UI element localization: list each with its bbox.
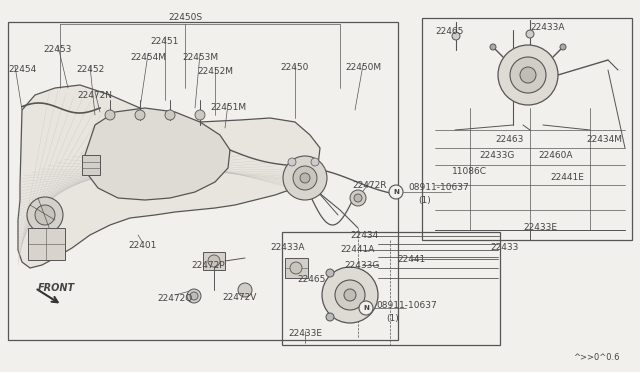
Text: 22453M: 22453M (182, 54, 218, 62)
Circle shape (293, 166, 317, 190)
Polygon shape (85, 108, 230, 200)
Circle shape (187, 289, 201, 303)
Circle shape (389, 185, 403, 199)
Text: N: N (363, 305, 369, 311)
Text: 22441A: 22441A (341, 246, 375, 254)
Circle shape (344, 289, 356, 301)
Text: 22472Q: 22472Q (157, 294, 193, 302)
Text: 22433E: 22433E (288, 330, 322, 339)
Circle shape (452, 32, 460, 40)
Text: 22472V: 22472V (223, 294, 257, 302)
Text: 22433G: 22433G (344, 260, 380, 269)
Text: 22451M: 22451M (210, 103, 246, 112)
Circle shape (27, 197, 63, 233)
Text: 22441: 22441 (397, 254, 425, 263)
Text: 22452: 22452 (76, 65, 104, 74)
Circle shape (190, 292, 198, 300)
Bar (203, 252, 225, 270)
Circle shape (208, 255, 220, 267)
Circle shape (490, 44, 496, 50)
Text: 22433G: 22433G (479, 151, 515, 160)
Circle shape (510, 57, 546, 93)
Text: 22401: 22401 (129, 241, 157, 250)
Text: 22472N: 22472N (77, 90, 113, 99)
Text: 22450: 22450 (281, 64, 309, 73)
Circle shape (335, 280, 365, 310)
Circle shape (283, 156, 327, 200)
Circle shape (326, 269, 334, 277)
Text: 22450S: 22450S (168, 13, 202, 22)
Text: 22434: 22434 (350, 231, 378, 241)
Bar (285, 258, 308, 278)
Text: 08911-10637: 08911-10637 (408, 183, 468, 192)
Bar (8, 22, 398, 340)
Text: 08911-10637: 08911-10637 (376, 301, 436, 310)
Text: 22452M: 22452M (197, 67, 233, 77)
Text: 22463: 22463 (496, 135, 524, 144)
Circle shape (526, 30, 534, 38)
Text: 11086C: 11086C (451, 167, 486, 176)
Bar (82, 155, 100, 175)
Circle shape (135, 110, 145, 120)
Circle shape (326, 313, 334, 321)
Text: 22454: 22454 (8, 65, 36, 74)
Text: FRONT: FRONT (38, 283, 75, 293)
Text: 22433A: 22433A (530, 23, 564, 32)
Text: 22472P: 22472P (191, 260, 225, 269)
Circle shape (300, 173, 310, 183)
Circle shape (322, 267, 378, 323)
Text: (1): (1) (418, 196, 431, 205)
Bar (422, 18, 632, 240)
Circle shape (560, 44, 566, 50)
Circle shape (288, 158, 296, 166)
Text: 22441E: 22441E (550, 173, 584, 183)
Circle shape (290, 262, 302, 274)
Bar (28, 228, 65, 260)
Circle shape (195, 110, 205, 120)
Circle shape (359, 301, 373, 315)
Circle shape (498, 45, 558, 105)
Text: 22434M: 22434M (586, 135, 622, 144)
Text: 22465: 22465 (298, 276, 326, 285)
Circle shape (105, 110, 115, 120)
Bar (282, 232, 500, 345)
Circle shape (35, 205, 55, 225)
Text: 22450M: 22450M (345, 64, 381, 73)
Circle shape (165, 110, 175, 120)
Circle shape (350, 190, 366, 206)
Text: 22454M: 22454M (130, 54, 166, 62)
Text: (1): (1) (386, 314, 399, 323)
Text: 22433: 22433 (490, 244, 518, 253)
Circle shape (520, 67, 536, 83)
Text: 22472R: 22472R (353, 180, 387, 189)
Circle shape (354, 194, 362, 202)
Text: 22460A: 22460A (539, 151, 573, 160)
Circle shape (311, 158, 319, 166)
Text: 22433E: 22433E (523, 224, 557, 232)
Text: 22453: 22453 (44, 45, 72, 55)
Text: 22465: 22465 (436, 28, 464, 36)
Polygon shape (18, 85, 320, 268)
Text: 22451: 22451 (151, 38, 179, 46)
Text: N: N (393, 189, 399, 195)
Text: 22433A: 22433A (271, 244, 305, 253)
Circle shape (238, 283, 252, 297)
Text: ^>>0^0.6: ^>>0^0.6 (573, 353, 620, 362)
